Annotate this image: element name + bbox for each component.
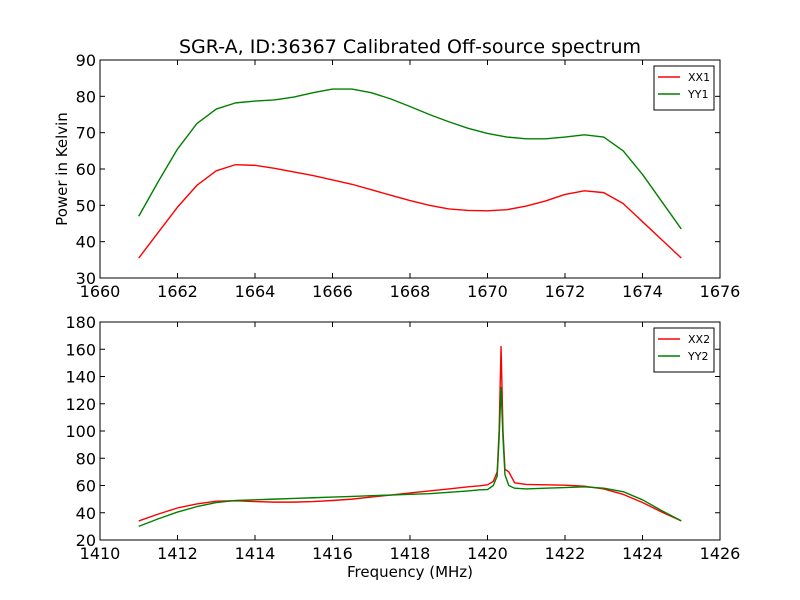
y-tick-label: 90 xyxy=(76,51,96,70)
x-tick-label: 1672 xyxy=(545,282,586,301)
y-tick-label: 80 xyxy=(76,87,96,106)
x-tick-label: 1422 xyxy=(545,544,586,563)
legend-label-xx2: XX2 xyxy=(688,333,710,346)
y-tick-label: 140 xyxy=(65,368,96,387)
y-tick-label: 120 xyxy=(65,395,96,414)
y-tick-label: 30 xyxy=(76,269,96,288)
legend-label-yy2: YY2 xyxy=(687,350,708,363)
x-tick-label: 1668 xyxy=(390,282,431,301)
y-tick-label: 20 xyxy=(76,531,96,550)
legend-label-yy1: YY1 xyxy=(687,88,708,101)
y-tick-label: 100 xyxy=(65,422,96,441)
y-tick-label: 180 xyxy=(65,313,96,332)
x-tick-label: 1418 xyxy=(390,544,431,563)
y-tick-label: 160 xyxy=(65,340,96,359)
x-tick-label: 1664 xyxy=(235,282,276,301)
x-tick-label: 1420 xyxy=(467,544,508,563)
x-axis-label: Frequency (MHz) xyxy=(347,563,473,581)
x-tick-label: 1676 xyxy=(700,282,741,301)
series-line-xx2 xyxy=(138,345,682,522)
top-panel: 1660 1662 1664 1666 1668 1670 1672 1674 1676 30 40… xyxy=(53,51,740,301)
series-line-yy2 xyxy=(138,386,682,528)
series-line-xx1 xyxy=(138,163,682,259)
y-tick-label: 40 xyxy=(76,504,96,523)
x-tick-label: 1660 xyxy=(80,282,121,301)
bottom-panel: 1410 1412 1414 1416 1418 1420 1422 1424 1426 20 40… xyxy=(65,313,740,581)
x-tick-label: 1426 xyxy=(700,544,741,563)
y-tick-label: 60 xyxy=(76,160,96,179)
legend-label-xx1: XX1 xyxy=(688,71,710,84)
legend-box xyxy=(653,327,715,373)
y-tick-label: 60 xyxy=(76,477,96,496)
y-tick-label: 80 xyxy=(76,449,96,468)
chart-title: SGR-A, ID:36367 Calibrated Off-source sp… xyxy=(179,36,641,58)
x-tick-label: 1412 xyxy=(157,544,198,563)
legend-box xyxy=(653,65,715,111)
y-axis-label: Power in Kelvin xyxy=(53,112,71,226)
y-tick-label: 40 xyxy=(76,233,96,252)
x-tick-label: 1410 xyxy=(80,544,121,563)
x-tick-label: 1414 xyxy=(235,544,276,563)
y-tick-label: 50 xyxy=(76,196,96,215)
x-tick-label: 1670 xyxy=(467,282,508,301)
x-tick-label: 1424 xyxy=(622,544,663,563)
x-tick-label: 1674 xyxy=(622,282,663,301)
series-line-yy1 xyxy=(138,88,682,230)
x-tick-label: 1666 xyxy=(312,282,353,301)
y-tick-label: 70 xyxy=(76,124,96,143)
x-tick-label: 1662 xyxy=(157,282,198,301)
x-tick-label: 1416 xyxy=(312,544,353,563)
